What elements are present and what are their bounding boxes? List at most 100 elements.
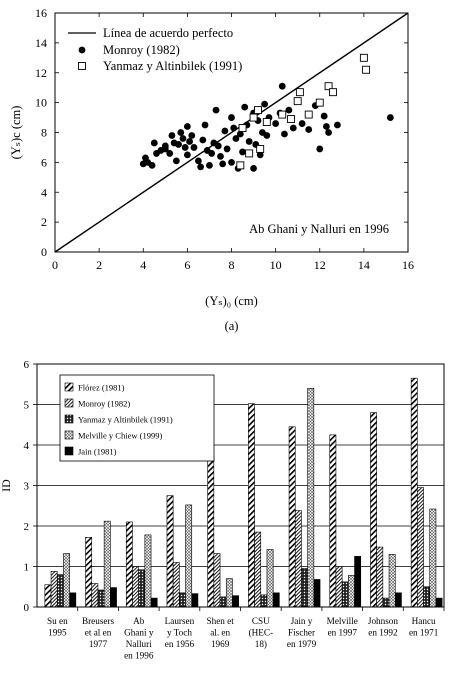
bar <box>138 569 146 608</box>
yanmaz-point <box>295 88 304 97</box>
legend-jain-label: Jain (1981) <box>78 447 117 457</box>
monroy-point <box>272 120 280 127</box>
monroy-point <box>175 141 182 148</box>
panel-label: (a) <box>225 319 239 333</box>
scatter-x-axis-label: (Yₛ)₀ (cm) <box>205 294 258 308</box>
bar <box>248 403 255 608</box>
bar <box>232 595 239 608</box>
x-tick-label: 14 <box>358 258 370 272</box>
category-label: Melville en 1997 <box>327 616 358 638</box>
bar <box>213 553 221 608</box>
category-label: CSU (HEC-18) <box>249 616 274 649</box>
bar <box>44 584 52 608</box>
monroy-point <box>188 132 196 139</box>
monroy-point <box>281 130 288 138</box>
yanmaz-point <box>256 144 265 153</box>
bar <box>266 549 274 608</box>
scatter-plot-frame <box>54 12 409 253</box>
bar <box>410 377 418 608</box>
category-label: Breusers et al en 1977 <box>82 616 115 649</box>
bar <box>335 566 343 608</box>
perfect-agreement-line <box>54 12 409 253</box>
bar <box>150 597 158 608</box>
monroy-point <box>221 127 229 135</box>
bar <box>254 531 262 608</box>
y-tick-label: 2 <box>41 215 47 229</box>
bar <box>125 521 133 608</box>
bar <box>370 412 377 608</box>
bar <box>301 568 308 608</box>
monroy-point <box>183 151 191 159</box>
yanmaz-point <box>245 149 254 158</box>
bar <box>394 592 402 608</box>
bar-legend-box <box>59 374 215 462</box>
bar <box>132 566 139 608</box>
yanmaz-point <box>236 161 245 170</box>
bar <box>429 508 437 608</box>
y-tick-label: 14 <box>35 36 47 50</box>
monroy-point <box>223 145 231 153</box>
monroy-point <box>195 157 202 165</box>
monroy-point <box>285 106 293 114</box>
bar <box>272 592 280 608</box>
category-label: Su en 1995 <box>47 616 68 638</box>
monroy-point <box>199 136 207 144</box>
scatter-chart: 0 2 4 6 8 10 12 14 16 0 2 4 6 8 10 12 14 16 Línea de acue… <box>9 6 414 333</box>
bar <box>341 581 349 608</box>
x-tick-label: 2 <box>96 258 102 272</box>
monroy-point <box>206 161 213 169</box>
yanmaz-point <box>329 88 337 97</box>
monroy-point <box>161 145 169 153</box>
x-tick-label: 8 <box>229 258 235 272</box>
monroy-point <box>322 123 330 130</box>
monroy-point <box>256 151 264 159</box>
bar <box>172 562 180 608</box>
yanmaz-point <box>293 97 302 106</box>
monroy-point <box>316 145 324 153</box>
category-label: Ab Ghani y Nalluri en 1996 <box>124 616 154 661</box>
monroy-point <box>190 144 198 151</box>
y-tick-label: 10 <box>35 96 47 110</box>
monroy-point <box>219 160 227 168</box>
y-tick-label: 12 <box>35 66 47 80</box>
legend-melville-chiew-swatch <box>64 430 74 440</box>
monroy-point <box>212 106 220 114</box>
monroy-point <box>168 132 176 139</box>
legend-perfect-agreement-label: Línea de acuerdo perfecto <box>103 26 233 40</box>
bar <box>388 554 396 608</box>
monroy-point <box>298 120 306 127</box>
yanmaz-point <box>362 65 371 74</box>
monroy-point <box>232 135 240 142</box>
monroy-point <box>197 163 205 171</box>
monroy-point <box>320 112 328 120</box>
legend-florez-swatch <box>64 382 74 392</box>
bar <box>50 571 58 608</box>
monroy-point <box>230 124 238 132</box>
bar <box>225 578 233 608</box>
yanmaz-point <box>287 115 296 124</box>
bar-series <box>44 377 443 608</box>
y-tick-label: 6 <box>24 359 30 371</box>
legend-florez-label: Flórez (1981) <box>78 383 125 393</box>
scatter-points <box>139 53 394 172</box>
y-tick-label: 0 <box>24 602 30 614</box>
category-label: Shen et al. en 1969 <box>206 616 234 649</box>
y-tick-label: 2 <box>24 521 30 533</box>
y-tick-label: 3 <box>24 481 30 493</box>
bar <box>207 454 215 608</box>
bar-y-axis-label: ID <box>0 479 13 492</box>
y-tick-label: 16 <box>35 6 47 20</box>
monroy-point <box>334 121 341 129</box>
x-tick-label: 6 <box>184 258 190 272</box>
x-tick-label: 12 <box>314 258 326 272</box>
monroy-point <box>148 161 156 169</box>
monroy-point <box>217 153 224 160</box>
monroy-point <box>245 138 253 145</box>
monroy-point <box>263 132 271 139</box>
monroy-point <box>181 144 189 151</box>
legend-yanmaz-marker <box>78 62 86 70</box>
yanmaz-point <box>278 110 287 119</box>
y-tick-label: 6 <box>41 155 47 169</box>
monroy-point <box>172 157 180 165</box>
